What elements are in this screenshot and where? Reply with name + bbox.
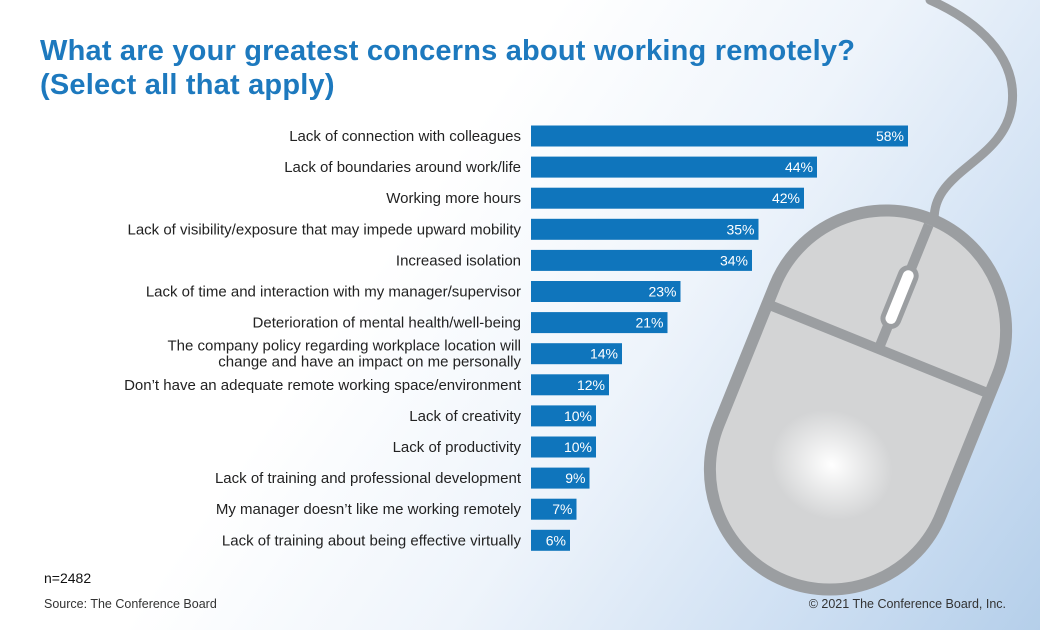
category-label: Lack of training about being effective v… xyxy=(222,532,522,549)
bar xyxy=(531,405,596,427)
value-label: 34% xyxy=(720,252,748,268)
value-label: 44% xyxy=(785,159,813,175)
title-line-1: What are your greatest concerns about wo… xyxy=(40,35,856,67)
value-label: 12% xyxy=(577,377,605,393)
title-line-2: (Select all that apply) xyxy=(40,69,335,101)
value-label: 23% xyxy=(648,284,676,300)
category-label: Lack of training and professional develo… xyxy=(215,470,522,487)
bar xyxy=(531,529,570,551)
bar xyxy=(531,343,622,365)
source-note: Source: The Conference Board xyxy=(44,597,217,611)
category-label: My manager doesn’t like me working remot… xyxy=(216,501,522,518)
value-label: 42% xyxy=(772,190,800,206)
value-label: 21% xyxy=(635,315,663,331)
bar xyxy=(531,467,590,489)
value-label: 6% xyxy=(546,532,566,548)
category-label: Lack of boundaries around work/life xyxy=(284,159,521,176)
bar xyxy=(531,436,596,458)
category-label: Lack of productivity xyxy=(393,439,522,456)
value-label: 9% xyxy=(565,470,585,486)
bar xyxy=(531,187,804,209)
bar xyxy=(531,312,668,334)
category-label: Working more hours xyxy=(386,190,521,207)
category-label: Increased isolation xyxy=(396,252,521,269)
chart-title: What are your greatest concerns about wo… xyxy=(40,34,855,102)
value-label: 14% xyxy=(590,346,618,362)
bar xyxy=(531,498,577,520)
bar xyxy=(531,125,908,147)
category-label: Lack of visibility/exposure that may imp… xyxy=(127,221,521,238)
category-label: Lack of time and interaction with my man… xyxy=(146,284,521,301)
bar xyxy=(531,249,752,271)
sample-size: n=2482 xyxy=(44,570,92,586)
category-label: The company policy regarding workplace l… xyxy=(167,338,521,355)
category-label: change and have an impact on me personal… xyxy=(218,354,521,371)
category-label: Lack of connection with colleagues xyxy=(289,128,521,145)
category-label: Lack of creativity xyxy=(409,408,521,425)
bar xyxy=(531,156,817,178)
copyright-note: © 2021 The Conference Board, Inc. xyxy=(808,597,1006,611)
bar xyxy=(531,281,681,302)
category-label: Don’t have an adequate remote working sp… xyxy=(124,377,522,394)
bar xyxy=(531,218,759,240)
value-label: 10% xyxy=(564,408,592,424)
bar xyxy=(531,374,609,396)
value-label: 10% xyxy=(564,439,592,455)
value-label: 7% xyxy=(552,501,572,517)
category-label: Deterioration of mental health/well-bein… xyxy=(253,315,521,332)
value-label: 58% xyxy=(876,128,904,144)
value-label: 35% xyxy=(726,221,754,237)
